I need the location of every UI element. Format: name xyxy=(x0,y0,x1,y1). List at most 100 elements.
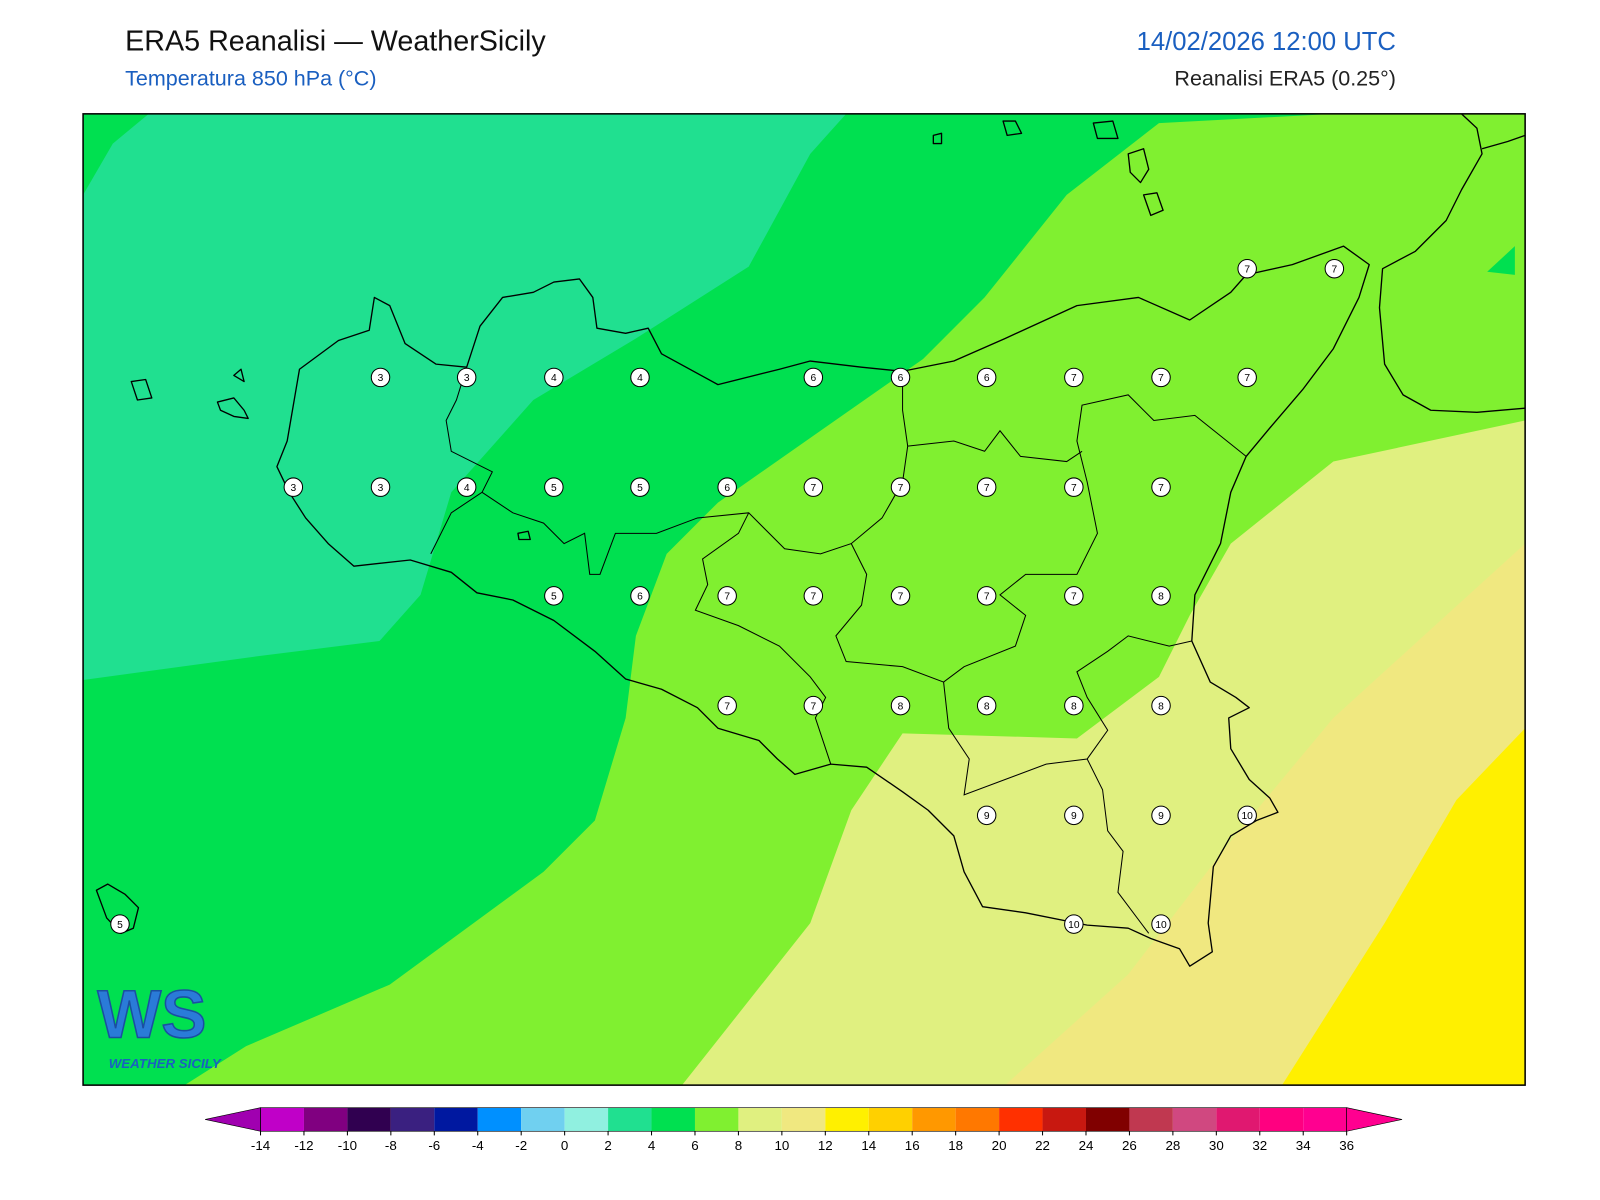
station-value: 7 xyxy=(1332,264,1338,275)
colorbar-swatch xyxy=(781,1107,826,1132)
subtitle: Temperatura 850 hPa (°C) xyxy=(125,67,376,91)
map-frame xyxy=(82,113,1526,1086)
station-value: 7 xyxy=(724,701,730,712)
station-marker xyxy=(544,367,564,388)
colorbar-swatch xyxy=(521,1107,565,1132)
datetime: 14/02/2026 12:00 UTC xyxy=(1137,28,1396,56)
station-marker xyxy=(717,477,737,497)
temperature-zone xyxy=(1487,246,1515,275)
island xyxy=(517,530,531,541)
island xyxy=(932,132,943,145)
station-marker xyxy=(890,477,911,497)
colorbar-tick-label: 12 xyxy=(818,1138,833,1153)
colorbar-tick-label: 26 xyxy=(1122,1138,1137,1153)
station-marker xyxy=(630,367,650,388)
province-border xyxy=(430,367,493,555)
map xyxy=(83,113,1526,1086)
colorbar-swatch xyxy=(955,1107,1000,1132)
station-marker xyxy=(803,477,824,497)
colorbar-tick-label: 20 xyxy=(992,1138,1007,1153)
station-marker xyxy=(1064,586,1084,606)
station-marker xyxy=(544,586,564,606)
colorbar-tick-label: 18 xyxy=(948,1138,963,1153)
colorbar-tick-label: 8 xyxy=(735,1138,742,1153)
colorbar-swatch xyxy=(738,1107,782,1132)
colorbar-tick-label: -6 xyxy=(428,1138,440,1153)
colorbar-tick-label: 10 xyxy=(774,1138,789,1153)
station-marker xyxy=(1064,695,1084,716)
colorbar-swatch xyxy=(1085,1107,1130,1132)
station-marker xyxy=(110,914,130,934)
colorbar-swatch xyxy=(303,1107,348,1132)
station-value: 7 xyxy=(1158,373,1164,384)
station-marker xyxy=(630,477,650,497)
station-value: 10 xyxy=(1068,920,1080,931)
colorbar-tick-label: 16 xyxy=(905,1138,920,1153)
station-value: 8 xyxy=(1158,592,1164,603)
station-value: 7 xyxy=(724,592,730,603)
island xyxy=(95,883,140,934)
colorbar-swatch xyxy=(1216,1107,1260,1132)
station-marker xyxy=(803,367,824,388)
station-value: 7 xyxy=(1071,373,1077,384)
island xyxy=(233,368,245,383)
colorbar-swatch xyxy=(608,1107,652,1132)
station-marker xyxy=(283,477,304,497)
station-value: 5 xyxy=(551,483,557,494)
colorbar-swatch xyxy=(1303,1107,1347,1132)
station-value: 9 xyxy=(984,811,990,822)
logo-tagline: WEATHER SICILY xyxy=(109,1056,222,1071)
station-value: 7 xyxy=(810,483,816,494)
province-border xyxy=(835,394,1247,683)
colorbar-swatch xyxy=(694,1107,739,1132)
station-marker xyxy=(976,695,997,716)
station-value: 6 xyxy=(984,373,990,384)
station-value: 7 xyxy=(810,701,816,712)
colorbar-tick-label: 0 xyxy=(561,1138,568,1153)
station-marker xyxy=(1237,367,1257,388)
station-value: 5 xyxy=(117,920,123,931)
station-value: 5 xyxy=(551,592,557,603)
station-value: 4 xyxy=(637,373,643,384)
station-value: 3 xyxy=(378,373,384,384)
station-marker xyxy=(630,586,650,606)
station-value: 7 xyxy=(1244,264,1250,275)
island xyxy=(1142,192,1164,217)
calabria-coast xyxy=(1378,113,1526,413)
station-value: 7 xyxy=(898,483,904,494)
province-border xyxy=(907,429,1083,463)
colorbar-swatch xyxy=(390,1107,435,1132)
station-marker xyxy=(976,586,997,606)
station-marker xyxy=(717,586,737,606)
station-marker xyxy=(890,367,911,388)
station-marker xyxy=(1064,805,1084,826)
station-value: 7 xyxy=(1244,373,1250,384)
island xyxy=(1092,120,1119,140)
temperature-zone xyxy=(83,113,847,680)
coastlines xyxy=(95,113,1526,967)
colorbar-tick-label: 24 xyxy=(1079,1138,1094,1153)
colorbar-swatch xyxy=(1042,1107,1086,1132)
station-value: 6 xyxy=(637,592,643,603)
title: ERA5 Reanalisi — WeatherSicily xyxy=(125,26,546,58)
station-marker xyxy=(890,695,911,716)
colorbar-swatch xyxy=(564,1107,609,1132)
station-value: 9 xyxy=(1158,811,1164,822)
station-value: 7 xyxy=(984,592,990,603)
colorbar-swatch xyxy=(1172,1107,1217,1132)
colorbar-tick-label: -8 xyxy=(385,1138,397,1153)
station-marker xyxy=(1237,805,1257,826)
colorbar-tick-label: 36 xyxy=(1339,1138,1354,1153)
colorbar-outline xyxy=(260,1107,1347,1132)
station-marker xyxy=(803,695,824,716)
colorbar-swatch xyxy=(1259,1107,1304,1132)
station-marker xyxy=(976,805,997,826)
colorbar-tick-label: 28 xyxy=(1165,1138,1180,1153)
colorbar-tick-label: 32 xyxy=(1252,1138,1267,1153)
station-marker xyxy=(370,367,391,388)
station-value: 3 xyxy=(378,483,384,494)
island xyxy=(1127,148,1150,184)
colorbar-tick-label: 34 xyxy=(1296,1138,1311,1153)
logo-mark: WS xyxy=(97,977,206,1052)
station-marker xyxy=(1151,914,1171,934)
